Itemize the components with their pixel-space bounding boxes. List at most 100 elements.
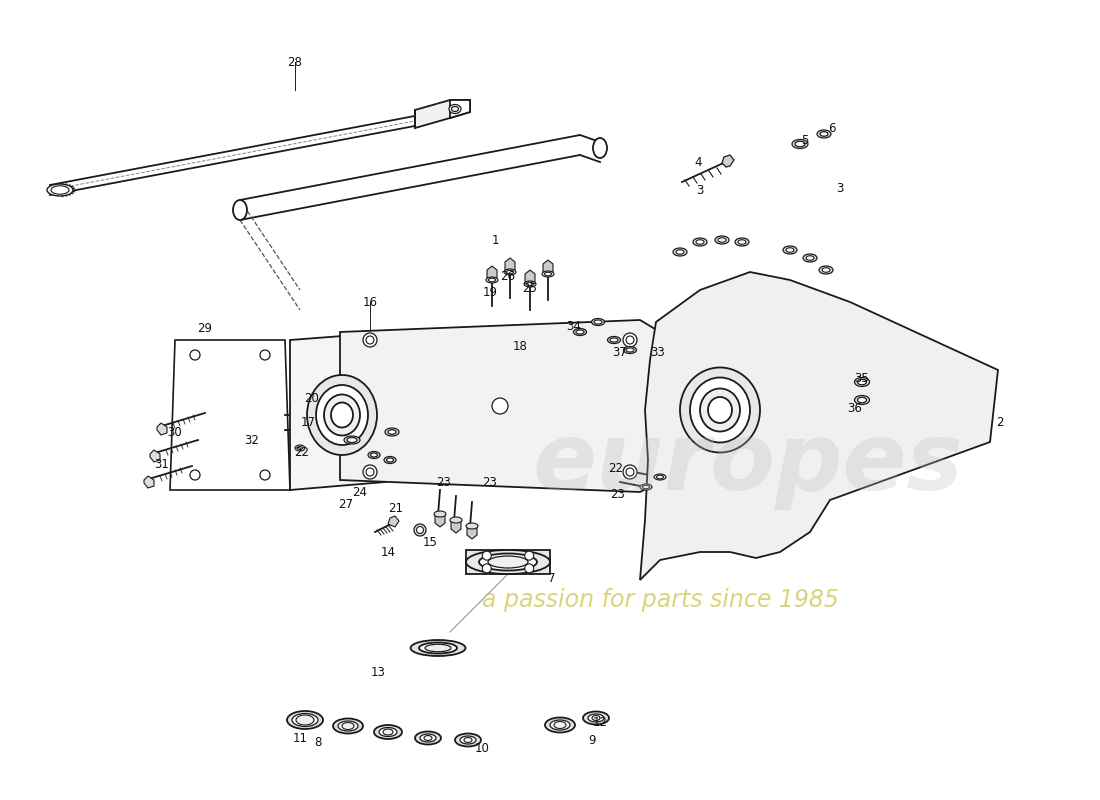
Polygon shape <box>487 266 497 278</box>
Ellipse shape <box>792 139 808 149</box>
Text: 18: 18 <box>513 339 527 353</box>
Polygon shape <box>144 476 154 488</box>
Polygon shape <box>468 527 477 539</box>
Ellipse shape <box>506 270 514 274</box>
Ellipse shape <box>573 329 586 335</box>
Ellipse shape <box>287 711 323 729</box>
Text: 11: 11 <box>293 731 308 745</box>
Text: 12: 12 <box>593 715 607 729</box>
Ellipse shape <box>690 378 750 442</box>
Ellipse shape <box>654 474 666 480</box>
Ellipse shape <box>855 395 869 405</box>
Polygon shape <box>150 450 160 462</box>
Ellipse shape <box>488 278 495 282</box>
Ellipse shape <box>342 722 354 730</box>
Ellipse shape <box>451 106 459 111</box>
Polygon shape <box>340 320 660 492</box>
Ellipse shape <box>466 523 478 529</box>
Ellipse shape <box>466 550 550 574</box>
Ellipse shape <box>817 130 830 138</box>
Ellipse shape <box>524 281 536 287</box>
Ellipse shape <box>460 736 476 744</box>
Ellipse shape <box>820 132 828 136</box>
Polygon shape <box>466 550 550 574</box>
Ellipse shape <box>624 346 637 354</box>
Text: 21: 21 <box>388 502 404 514</box>
Ellipse shape <box>583 711 609 725</box>
Circle shape <box>417 526 424 534</box>
Text: 27: 27 <box>339 498 353 510</box>
Text: 37: 37 <box>613 346 627 358</box>
Text: 22: 22 <box>295 446 309 458</box>
Ellipse shape <box>307 375 377 455</box>
Ellipse shape <box>379 727 397 737</box>
Ellipse shape <box>806 256 814 260</box>
Text: 20: 20 <box>305 391 319 405</box>
Text: 3: 3 <box>836 182 844 194</box>
Ellipse shape <box>715 236 729 244</box>
Ellipse shape <box>486 277 498 283</box>
Polygon shape <box>290 332 395 490</box>
Circle shape <box>482 551 492 560</box>
Polygon shape <box>722 155 734 167</box>
Text: 6: 6 <box>828 122 836 134</box>
Polygon shape <box>450 100 470 118</box>
Ellipse shape <box>544 718 575 733</box>
Circle shape <box>623 333 637 347</box>
Ellipse shape <box>673 248 688 256</box>
Text: 7: 7 <box>548 571 556 585</box>
Text: 4: 4 <box>694 155 702 169</box>
Text: 22: 22 <box>608 462 624 474</box>
Polygon shape <box>434 515 446 527</box>
Ellipse shape <box>410 640 465 656</box>
Polygon shape <box>543 260 553 272</box>
Circle shape <box>492 398 508 414</box>
Ellipse shape <box>296 715 314 725</box>
Circle shape <box>414 524 426 536</box>
Polygon shape <box>525 270 535 282</box>
Ellipse shape <box>297 446 302 450</box>
Ellipse shape <box>316 385 369 445</box>
Text: 15: 15 <box>422 535 438 549</box>
Text: 32: 32 <box>244 434 260 446</box>
Ellipse shape <box>795 142 805 146</box>
Circle shape <box>363 465 377 479</box>
Ellipse shape <box>292 714 318 726</box>
Ellipse shape <box>696 240 704 244</box>
Ellipse shape <box>385 428 399 436</box>
Ellipse shape <box>478 554 537 570</box>
Ellipse shape <box>607 337 620 343</box>
Polygon shape <box>157 423 167 435</box>
Ellipse shape <box>738 240 746 244</box>
Ellipse shape <box>803 254 817 262</box>
Ellipse shape <box>542 271 554 277</box>
Circle shape <box>363 333 377 347</box>
Text: 17: 17 <box>300 415 316 429</box>
Ellipse shape <box>676 250 684 254</box>
Ellipse shape <box>47 184 73 196</box>
Ellipse shape <box>368 451 379 458</box>
Ellipse shape <box>708 397 732 423</box>
Ellipse shape <box>233 200 248 220</box>
Ellipse shape <box>504 269 516 275</box>
Text: 10: 10 <box>474 742 490 754</box>
Ellipse shape <box>592 318 605 326</box>
Ellipse shape <box>384 457 396 463</box>
Ellipse shape <box>822 268 830 272</box>
Ellipse shape <box>855 378 869 386</box>
Ellipse shape <box>386 458 394 462</box>
Circle shape <box>482 564 492 573</box>
Text: 30: 30 <box>167 426 183 438</box>
Circle shape <box>525 564 533 573</box>
Ellipse shape <box>693 238 707 246</box>
Ellipse shape <box>338 721 358 731</box>
Circle shape <box>623 465 637 479</box>
Ellipse shape <box>550 720 570 730</box>
Text: 19: 19 <box>483 286 497 298</box>
Ellipse shape <box>333 718 363 734</box>
Text: 9: 9 <box>588 734 596 746</box>
Ellipse shape <box>346 438 358 442</box>
Polygon shape <box>640 272 998 580</box>
Ellipse shape <box>434 511 446 517</box>
Ellipse shape <box>371 453 377 457</box>
